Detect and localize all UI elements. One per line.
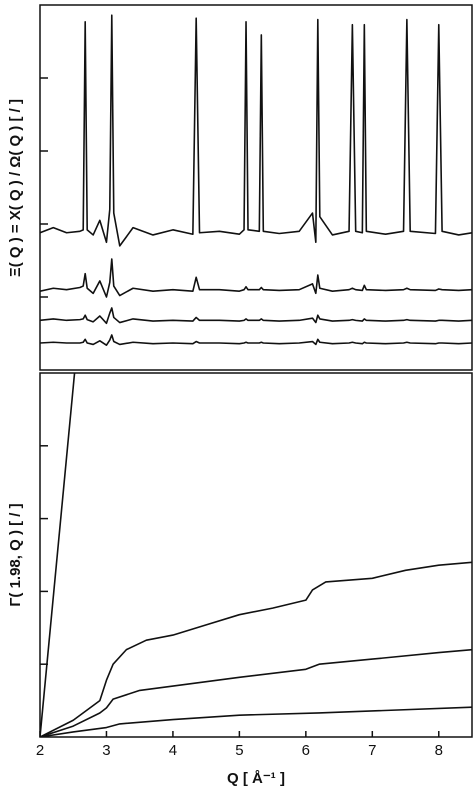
trace	[40, 373, 76, 737]
x-tick-label: 7	[368, 742, 376, 759]
trace	[40, 14, 472, 247]
trace	[40, 307, 472, 325]
trace	[40, 706, 472, 737]
bottom-y-label: Γ( 1.98, Q ) [ / ]	[7, 503, 24, 606]
trace	[40, 561, 472, 737]
top-frame	[39, 4, 473, 371]
top-y-label: Ξ( Q ) = Χ( Q ) / Ω( Q ) [ / ]	[7, 99, 24, 277]
x-tick-label: 3	[102, 742, 110, 759]
x-tick-label: 8	[435, 742, 443, 759]
trace	[40, 334, 472, 346]
x-tick-label: 5	[235, 742, 243, 759]
bottom-frame	[39, 372, 473, 738]
trace	[40, 258, 472, 298]
x-tick-label: 2	[36, 742, 44, 759]
x-tick-label: 6	[302, 742, 310, 759]
trace	[40, 648, 472, 737]
x-tick-label: 4	[169, 742, 177, 759]
x-axis-label: Q [ Å⁻¹ ]	[227, 770, 285, 787]
